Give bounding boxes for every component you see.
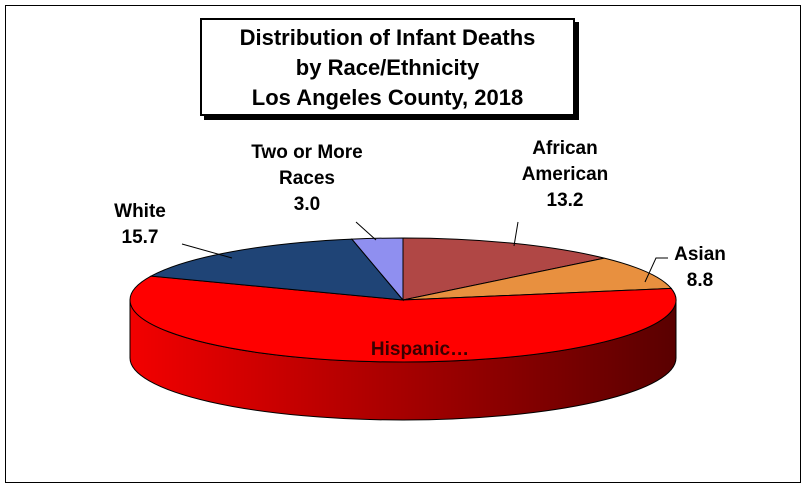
data-label: Hispanic…: [340, 337, 500, 363]
title-line: Distribution of Infant Deaths: [239, 25, 536, 50]
data-label: White 15.7: [90, 199, 190, 251]
leader-line: [181, 243, 233, 259]
category-label: Hispanic…: [370, 339, 470, 360]
category-label: African American: [521, 138, 609, 185]
leader-line: [644, 257, 668, 283]
value-label: 15.7: [121, 227, 159, 248]
title-line: Los Angeles County, 2018: [251, 85, 524, 110]
slice: [149, 238, 405, 301]
slice: [350, 237, 404, 302]
value-label: 3.0: [293, 194, 321, 215]
slice: [129, 275, 677, 363]
slice: [402, 237, 605, 301]
slice: [402, 257, 673, 301]
category-label: White: [114, 201, 166, 222]
value-label: 13.2: [546, 190, 584, 211]
slice-side-shade: [130, 300, 676, 420]
chart-title: Distribution of Infant Deaths by Race/Et…: [200, 18, 575, 116]
title-line: by Race/Ethnicity: [295, 55, 480, 80]
data-label: African American 13.2: [500, 136, 630, 214]
value-label: 8.8: [686, 270, 714, 291]
data-label: Two or More Races 3.0: [237, 140, 377, 218]
category-label: Asian: [674, 244, 726, 265]
leader-line: [513, 221, 519, 247]
category-label: Two or More Races: [251, 142, 363, 189]
data-label: Asian 8.8: [660, 242, 740, 294]
leader-line: [355, 221, 377, 241]
